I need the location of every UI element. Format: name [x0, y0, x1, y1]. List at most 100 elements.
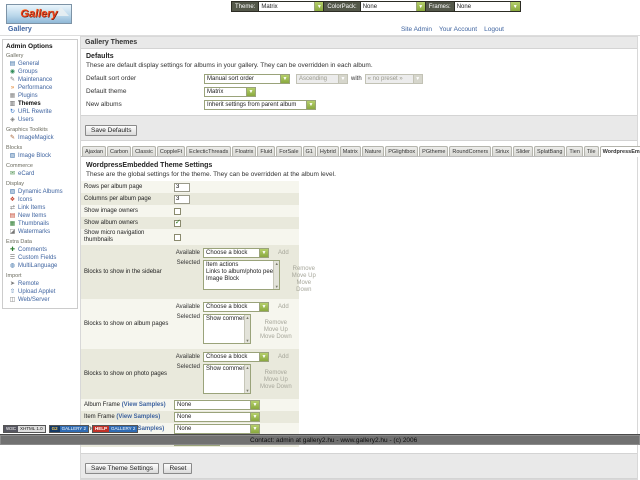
sidebar-item-performance[interactable]: » Performance — [10, 85, 53, 91]
sidebar-item-thumbnails[interactable]: ▦ Thumbnails — [9, 221, 50, 227]
photo-blocks-available-select[interactable]: Choose a block ▼ — [203, 352, 269, 362]
new-albums-select[interactable]: Inherit settings from parent album ▼ — [204, 99, 316, 110]
item-frame-label: Item Frame (View Samples) — [84, 413, 161, 420]
sidebar-item-icons[interactable]: ❖ Icons — [9, 197, 33, 203]
chevron-down-icon: ▼ — [250, 401, 259, 409]
w3c-xhtml-badge[interactable]: W3C XHTML 1.0 — [3, 425, 46, 433]
sidebar-item-remote[interactable]: ➤ Remote — [9, 281, 40, 287]
photo-blocks-actions: Remove Move Up Move Down — [260, 364, 292, 391]
tab-g1[interactable]: G1 — [302, 146, 316, 156]
tab-fluid[interactable]: Fluid — [257, 146, 276, 156]
breadcrumb[interactable]: Gallery — [8, 26, 32, 33]
tab-carbon[interactable]: Carbon — [107, 146, 132, 156]
tab-tien[interactable]: Tien — [566, 146, 583, 156]
sidebar-item-dynamic-albums[interactable]: ▨ Dynamic Albums — [9, 189, 63, 195]
sidebar-item-general[interactable]: ▤ General — [9, 61, 40, 67]
chevron-down-icon: ▼ — [412, 74, 422, 83]
sidebar-blocks-available-select[interactable]: Choose a block ▼ — [203, 248, 269, 258]
list-item[interactable]: Item actions — [206, 262, 239, 268]
default-theme-select[interactable]: Matrix ▼ — [204, 86, 256, 97]
show-album-owners-checkbox[interactable] — [174, 219, 181, 227]
chevron-down-icon[interactable]: ▼ — [510, 2, 520, 11]
list-item[interactable]: Links to album/photo peers — [206, 269, 274, 275]
tab-wordpressembedded[interactable]: WordpressEmbedded — [599, 146, 640, 157]
tab-matrix[interactable]: Matrix — [339, 146, 361, 156]
theme-settings-heading: WordpressEmbedded Theme Settings — [86, 162, 213, 169]
tab-slider[interactable]: Slider — [512, 146, 534, 156]
tab-floatrix[interactable]: Floatrix — [232, 146, 257, 156]
colorpack-select[interactable]: None — [360, 2, 417, 11]
sidebar-item-upload-applet[interactable]: ⇧ Upload Applet — [9, 289, 56, 295]
save-theme-settings-button[interactable]: Save Theme Settings — [85, 463, 160, 474]
sort-order-select[interactable]: Manual sort order ▼ — [204, 73, 290, 84]
scrollbar[interactable]: ▲ ▼ — [244, 365, 250, 393]
tab-forsale[interactable]: ForSale — [276, 146, 302, 156]
tab-ajaxian[interactable]: Ajaxian — [82, 146, 107, 156]
logout-link[interactable]: Logout — [484, 26, 504, 33]
sidebar-item-comments[interactable]: ✚ Comments — [9, 247, 48, 253]
gallery2-badge[interactable]: G2 GALLERY 2 — [48, 425, 89, 433]
album-blocks-available-select[interactable]: Choose a block ▼ — [203, 302, 269, 312]
frames-select[interactable]: None — [454, 2, 511, 11]
your-account-link[interactable]: Your Account — [439, 26, 478, 33]
help-gallery2-badge[interactable]: HELP GALLERY 2 — [91, 425, 139, 433]
album-blocks-listbox[interactable]: Show comments ▲▼ — [203, 314, 251, 344]
web-server-icon: ◫ — [9, 297, 16, 303]
tab-tile[interactable]: Tile — [583, 146, 599, 156]
album-frame-select[interactable]: None ▼ — [174, 400, 260, 410]
scrollbar[interactable]: ▲ ▼ — [244, 315, 250, 343]
save-defaults-button[interactable]: Save Defaults — [85, 125, 138, 136]
scrollbar[interactable]: ▲ ▼ — [273, 261, 280, 289]
tab-siriux[interactable]: Siriux — [492, 146, 512, 156]
item-frame-select[interactable]: None ▼ — [174, 412, 260, 422]
sidebar-item-themes[interactable]: ▥ Themes — [9, 101, 41, 107]
tab-coppleft[interactable]: CoppleFt — [156, 146, 186, 156]
list-item[interactable]: Show comments — [206, 366, 244, 372]
tab-roundcorners[interactable]: RoundCorners — [449, 146, 492, 156]
sidebar-item-maintenance[interactable]: ✎ Maintenance — [9, 77, 53, 83]
photo-frame-select[interactable]: None ▼ — [174, 424, 260, 434]
site-admin-link[interactable]: Site Admin — [400, 26, 433, 33]
available-label: Available — [175, 354, 200, 360]
sidebar-item-multilanguage[interactable]: ◍ MultiLanguage — [9, 263, 58, 269]
sidebar-item-groups[interactable]: ◉ Groups — [9, 69, 38, 75]
tab-nature[interactable]: Nature — [361, 146, 385, 156]
theme-select[interactable]: Matrix — [259, 2, 316, 11]
sidebar-item-link-items[interactable]: ⇄ Link Items — [9, 205, 46, 211]
tab-pglightbox[interactable]: PGlightbox — [385, 146, 419, 156]
rows-per-page-input[interactable] — [174, 182, 190, 192]
sidebar-blocks-listbox[interactable]: Item actions Links to album/photo peers … — [203, 260, 281, 290]
sidebar-item-web-server[interactable]: ◫ Web/Server — [9, 297, 50, 303]
sidebar-item-custom-fields[interactable]: ☰ Custom Fields — [9, 255, 57, 261]
sidebar-item-url-rewrite[interactable]: ↻ URL Rewrite — [9, 109, 52, 115]
view-samples-link[interactable]: (View Samples) — [120, 425, 165, 432]
gallery-logo[interactable]: Gallery — [6, 4, 72, 24]
tab-pgtheme[interactable]: PGtheme — [419, 146, 449, 156]
gallery2hu-link[interactable]: www.gallery2.hu — [340, 436, 388, 444]
sidebar-item-watermarks[interactable]: ◪ Watermarks — [9, 229, 51, 235]
view-samples-link[interactable]: (View Samples) — [116, 413, 161, 420]
tab-eclecticthreads[interactable]: EclecticThreads — [186, 146, 232, 156]
show-micro-nav-checkbox[interactable] — [174, 233, 181, 241]
sidebar-item-imagemagick[interactable]: ✎ ImageMagick — [9, 135, 54, 141]
tab-splatbang[interactable]: SplatBang — [534, 146, 566, 156]
chevron-down-icon[interactable]: ▼ — [416, 2, 426, 11]
cols-per-page-input[interactable] — [174, 194, 190, 204]
cols-per-page-row: Columns per album page — [81, 193, 299, 205]
photo-blocks-listbox[interactable]: Show comments ▲▼ — [203, 364, 251, 394]
reset-button[interactable]: Reset — [163, 463, 193, 474]
sidebar-item-users[interactable]: ◈ Users — [10, 117, 34, 123]
sidebar-item-ecard[interactable]: ✉ eCard — [9, 171, 35, 177]
list-item[interactable]: Show comments — [206, 316, 244, 322]
sidebar-item-new-items[interactable]: ▤ New Items — [9, 213, 47, 219]
show-image-owners-checkbox[interactable] — [174, 207, 181, 215]
tab-hybrid[interactable]: Hybrid — [316, 146, 339, 156]
view-samples-link[interactable]: (View Samples) — [121, 401, 166, 408]
sidebar-item-image-block[interactable]: ▧ Image Block — [9, 153, 52, 159]
move-up-button: Move Up — [291, 273, 316, 279]
sidebar-item-plugins[interactable]: ▦ Plugins — [9, 93, 38, 99]
users-icon: ◈ — [10, 117, 15, 123]
tab-classic[interactable]: Classic — [132, 146, 156, 156]
list-item[interactable]: Image Block — [206, 276, 240, 282]
chevron-down-icon[interactable]: ▼ — [315, 2, 325, 11]
